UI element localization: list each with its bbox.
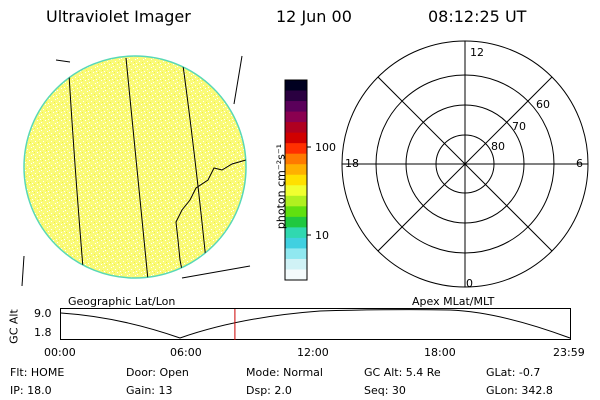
colorbar-cell xyxy=(285,174,307,186)
meridian-line xyxy=(55,59,71,63)
mlt-label-right: 6 xyxy=(576,157,583,170)
time-tick-2359: 23:59 xyxy=(553,346,585,359)
mode-readout: Mode: Normal xyxy=(246,366,323,379)
disk-fill xyxy=(23,55,247,279)
colorbar-cell xyxy=(285,227,307,239)
mlt-label-bottom: 0 xyxy=(466,277,473,290)
glon-readout: GLon: 342.8 xyxy=(486,384,553,397)
uv-disk-image xyxy=(21,55,251,287)
colorbar-cell xyxy=(285,122,307,134)
colorbar-cell xyxy=(285,195,307,207)
colorbar-cell xyxy=(285,237,307,249)
meridian-line xyxy=(21,255,25,287)
glat-readout: GLat: -0.7 xyxy=(486,366,541,379)
colorbar-cell xyxy=(285,143,307,155)
time-tick-1200: 12:00 xyxy=(297,346,329,359)
instrument-title: Ultraviolet Imager xyxy=(46,7,191,26)
dsp-readout: Dsp: 2.0 xyxy=(246,384,292,397)
colorbar-cell xyxy=(285,80,307,92)
meridian-line xyxy=(233,55,243,105)
colorbar-cell xyxy=(285,269,307,281)
altitude-ytick-1-8: 1.8 xyxy=(34,326,52,339)
altitude-ytick-9: 9.0 xyxy=(34,307,52,320)
altitude-curve xyxy=(60,309,571,339)
ip-readout: IP: 18.0 xyxy=(10,384,52,397)
time-tick-1800: 18:00 xyxy=(424,346,456,359)
colorbar-cell xyxy=(285,216,307,228)
flight-readout: Flt: HOME xyxy=(10,366,65,379)
observation-time: 08:12:25 UT xyxy=(428,7,527,26)
altitude-plot xyxy=(60,308,571,340)
colorbar-cell xyxy=(285,248,307,260)
lat-label-70: 70 xyxy=(512,120,526,133)
colorbar-cell xyxy=(285,185,307,197)
colorbar-cell xyxy=(285,111,307,123)
seq-readout: Seq: 30 xyxy=(364,384,406,397)
time-tick-0600: 06:00 xyxy=(170,346,202,359)
lat-label-80: 80 xyxy=(491,140,505,153)
colorbar-cell xyxy=(285,101,307,113)
altitude-ylabel: GC Alt xyxy=(7,309,21,344)
meridian-line xyxy=(181,265,251,279)
polar-grid xyxy=(341,40,589,288)
colorbar-tick-10: 10 xyxy=(315,229,329,242)
coastline xyxy=(175,159,246,278)
colorbar-cell xyxy=(285,132,307,144)
colorbar-cell xyxy=(285,153,307,165)
mlt-label-top: 12 xyxy=(470,46,484,59)
colorbar-cell xyxy=(285,258,307,270)
colorbar-cell xyxy=(285,206,307,218)
colorbar-cell xyxy=(285,90,307,102)
lat-label-60: 60 xyxy=(536,98,550,111)
geographic-caption: Geographic Lat/Lon xyxy=(68,295,176,308)
meridian-line xyxy=(67,57,85,278)
gain-readout: Gain: 13 xyxy=(126,384,173,397)
time-tick-0000: 00:00 xyxy=(44,346,76,359)
apex-caption: Apex MLat/MLT xyxy=(412,295,495,308)
intensity-colorbar xyxy=(284,79,311,281)
meridian-line xyxy=(125,57,149,278)
meridian-line xyxy=(181,57,209,278)
colorbar-tick-100: 100 xyxy=(315,141,336,154)
colorbar-cell xyxy=(285,164,307,176)
observation-date: 12 Jun 00 xyxy=(276,7,352,26)
mlt-label-left: 18 xyxy=(345,157,359,170)
gc-alt-readout: GC Alt: 5.4 Re xyxy=(364,366,441,379)
colorbar-unit-label: photon cm⁻²s⁻¹ xyxy=(274,143,288,230)
door-readout: Door: Open xyxy=(126,366,189,379)
